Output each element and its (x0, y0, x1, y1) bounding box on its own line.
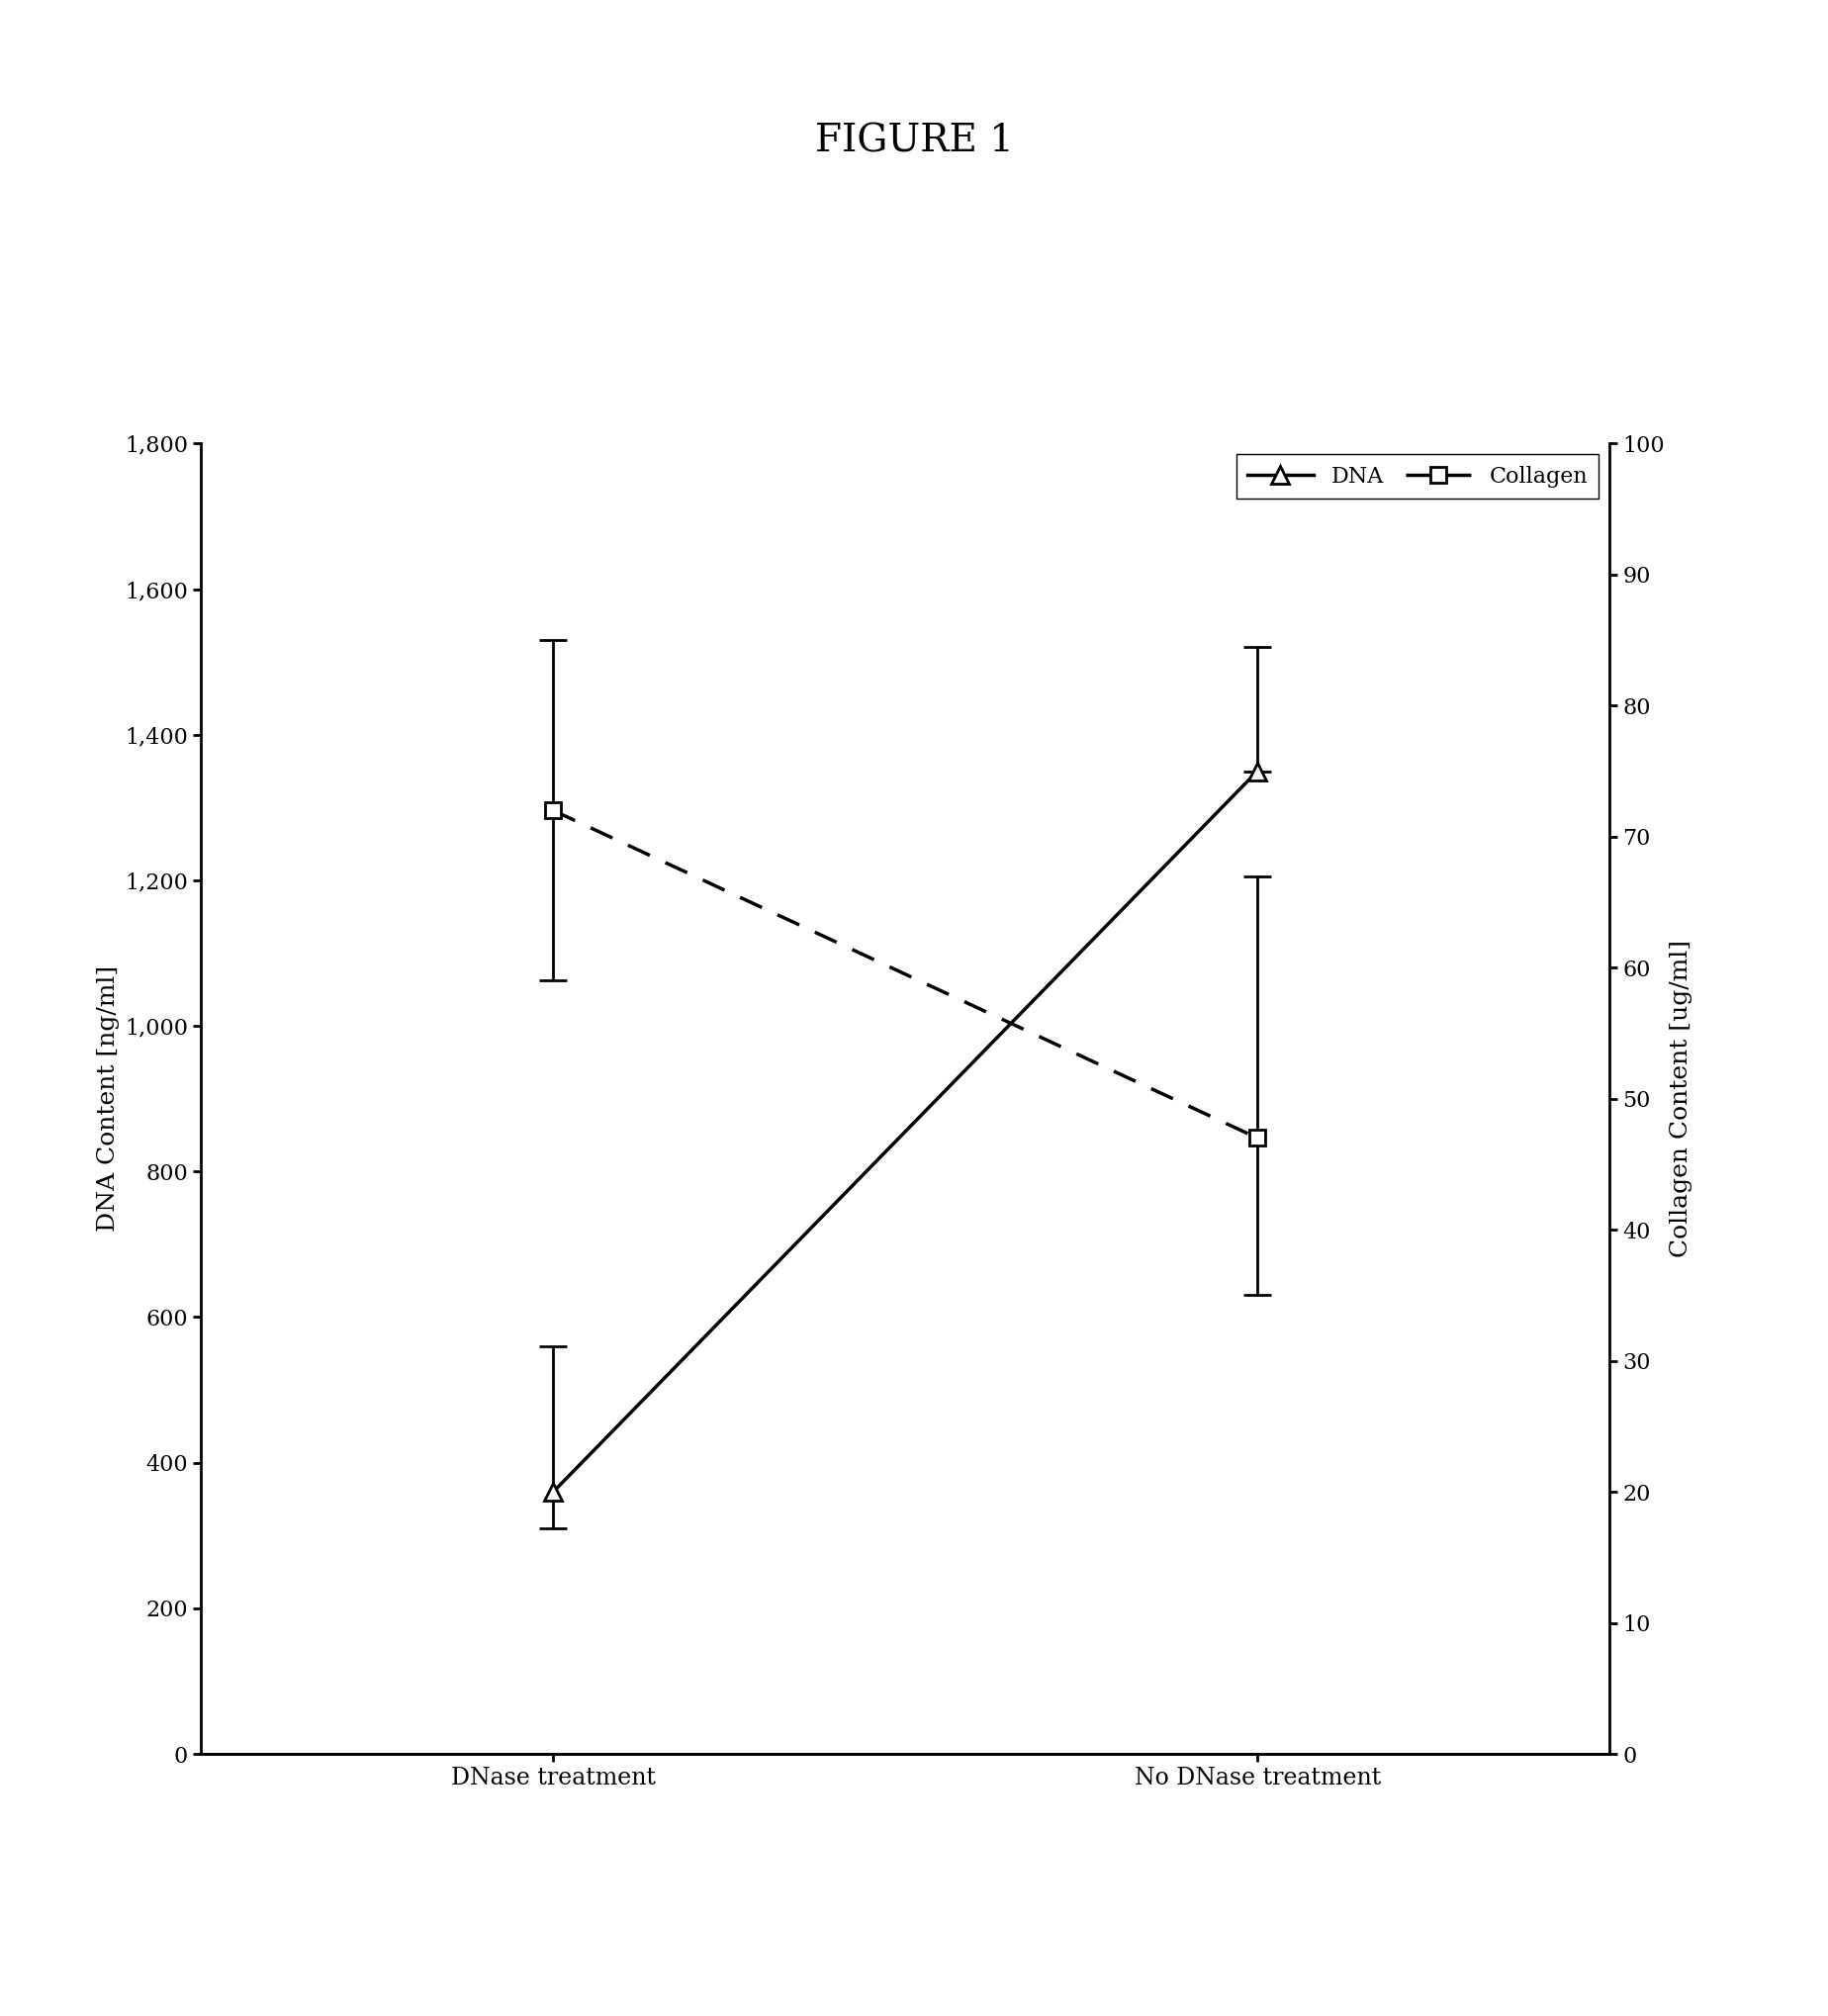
Text: FIGURE 1: FIGURE 1 (815, 123, 1013, 159)
DNA (1247, 758, 1269, 782)
Y-axis label: DNA Content [ng/ml]: DNA Content [ng/ml] (97, 966, 119, 1232)
Line: Collagen: Collagen (545, 802, 1265, 1145)
Y-axis label: Collagen Content [ug/ml]: Collagen Content [ug/ml] (1669, 939, 1693, 1258)
Collagen (541, 798, 563, 823)
DNA (541, 1480, 563, 1504)
Legend: DNA, Collagen: DNA, Collagen (1236, 454, 1598, 498)
Collagen (1247, 1125, 1269, 1149)
Line: DNA: DNA (545, 762, 1265, 1500)
